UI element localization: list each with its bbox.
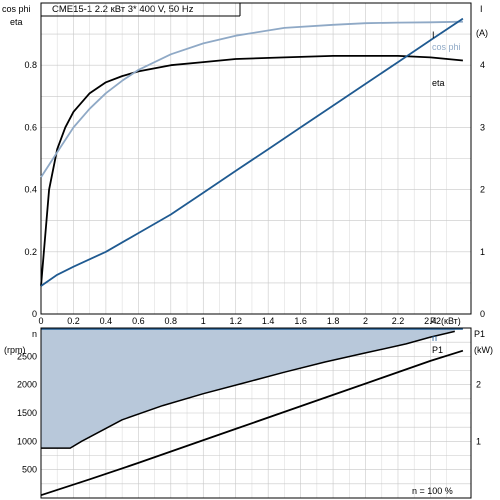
left-tick-label: 0.6 (24, 122, 37, 132)
eta-curve (40, 55, 463, 287)
speed-curve (41, 330, 455, 449)
x-tick-label: 1.6 (294, 316, 307, 326)
series-label-eta: eta (432, 78, 445, 88)
right-axis-unit-current: (A) (476, 28, 488, 38)
left-tick-label: 0.8 (24, 60, 37, 70)
bottom-chart-series (40, 327, 464, 497)
bottom-left-tick-label: 1000 (17, 436, 37, 446)
x-tick-label: 0.2 (67, 316, 80, 326)
bottom-left-axis-unit: (rpm) (4, 345, 26, 355)
right-axis-label-current: I (480, 4, 483, 14)
top-chart-grid (40, 2, 471, 315)
bottom-left-tick-label: 2000 (17, 380, 37, 390)
bottom-left-tick-label: 500 (22, 465, 37, 475)
left-tick-label: 0 (32, 309, 37, 319)
right-tick-label: 4 (480, 60, 485, 70)
bottom-left-tick-label: 1500 (17, 408, 37, 418)
series-label-cos-phi: cos phi (432, 42, 461, 52)
right-tick-label: 0 (480, 309, 485, 319)
bottom-footnote: n = 100 % (412, 486, 453, 496)
current-curve (40, 17, 464, 287)
bottom-series-label-p1: P1 (432, 345, 443, 355)
x-tick-label: 0 (38, 316, 43, 326)
bottom-chart-frame (40, 327, 472, 499)
left-tick-label: 0.4 (24, 185, 37, 195)
right-tick-label: 1 (480, 247, 485, 257)
bottom-right-tick-label: 2 (476, 380, 481, 390)
x-tick-label: 1 (201, 316, 206, 326)
bottom-left-axis-label: n (32, 329, 37, 339)
left-tick-label: 0.2 (24, 247, 37, 257)
bottom-right-axis-label: P1 (474, 329, 485, 339)
right-tick-label: 3 (480, 122, 485, 132)
speed-range-area (41, 328, 455, 449)
x-tick-label: 0.8 (165, 316, 178, 326)
left-axis-label-cos-phi: cos phi (2, 4, 31, 14)
bottom-right-axis-unit: (kW) (474, 345, 493, 355)
top-chart-ticks: 0 0.2 0.4 0.6 0.8 1 1.2 1.4 1.6 1.8 2 2.2 2.4 0 0.2 0.4… (24, 60, 485, 326)
bottom-series-label-n: n (432, 333, 437, 343)
x-tick-label: 1.4 (262, 316, 275, 326)
p1-curve (40, 349, 464, 497)
x-tick-label: 2.4 (424, 316, 437, 326)
cos-phi-curve (40, 20, 463, 178)
bottom-left-tick-label: 2500 (17, 351, 37, 361)
series-label-current: I (432, 30, 435, 40)
right-tick-label: 2 (480, 185, 485, 195)
top-chart-series (40, 17, 464, 287)
top-chart-frame (40, 2, 472, 315)
bottom-chart-ticks: 500 1000 1500 2000 2500 1 2 (17, 351, 481, 474)
x-tick-label: 0.4 (100, 316, 113, 326)
x-tick-label: 1.8 (327, 316, 340, 326)
x-tick-label: 0.6 (132, 316, 145, 326)
x-tick-label: 2.2 (392, 316, 405, 326)
bottom-right-tick-label: 1 (476, 436, 481, 446)
x-tick-label: 1.2 (229, 316, 242, 326)
x-tick-label: 2 (363, 316, 368, 326)
left-axis-label-eta: eta (10, 17, 23, 27)
chart-title: CME15-1 2.2 кВт 3* 400 V, 50 Hz (52, 4, 194, 15)
x-axis-label: P2(кВт) (430, 316, 461, 326)
